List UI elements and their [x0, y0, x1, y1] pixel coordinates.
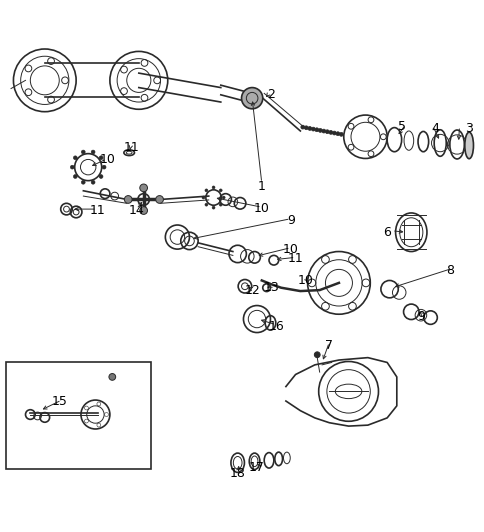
Circle shape	[339, 132, 343, 136]
Text: 9: 9	[416, 310, 424, 323]
Circle shape	[73, 174, 77, 178]
Circle shape	[139, 207, 147, 214]
Circle shape	[335, 132, 339, 136]
Circle shape	[219, 203, 222, 206]
Circle shape	[91, 180, 95, 184]
Circle shape	[304, 126, 307, 130]
Circle shape	[91, 150, 95, 154]
Circle shape	[205, 203, 208, 206]
Text: 10: 10	[253, 202, 269, 214]
Text: 11: 11	[123, 142, 139, 154]
Text: 4: 4	[431, 122, 439, 135]
Text: 10: 10	[282, 243, 298, 255]
Circle shape	[212, 206, 214, 209]
Circle shape	[81, 150, 85, 154]
Text: 8: 8	[445, 264, 453, 277]
Circle shape	[99, 174, 103, 178]
Text: 12: 12	[244, 284, 259, 297]
Text: 9: 9	[286, 214, 294, 227]
Circle shape	[300, 125, 304, 129]
Text: 2: 2	[267, 88, 275, 101]
Circle shape	[222, 196, 225, 199]
Text: 10: 10	[99, 153, 115, 167]
Circle shape	[109, 373, 116, 380]
Circle shape	[241, 88, 262, 109]
Circle shape	[99, 156, 103, 160]
Circle shape	[81, 180, 85, 184]
Circle shape	[314, 128, 318, 132]
Circle shape	[139, 184, 147, 192]
Text: 5: 5	[397, 120, 405, 132]
Circle shape	[307, 127, 311, 130]
Text: 1: 1	[257, 180, 265, 193]
Circle shape	[311, 127, 315, 131]
Bar	[6, 362, 151, 469]
Circle shape	[205, 189, 208, 192]
Circle shape	[155, 196, 163, 203]
Circle shape	[318, 129, 321, 132]
Text: 11: 11	[90, 204, 106, 217]
Text: 7: 7	[325, 339, 333, 352]
Text: 13: 13	[263, 281, 279, 294]
Circle shape	[321, 129, 325, 133]
Text: 14: 14	[128, 204, 144, 217]
Circle shape	[325, 130, 329, 134]
Circle shape	[219, 189, 222, 192]
Text: 11: 11	[287, 252, 303, 265]
Circle shape	[332, 131, 335, 135]
Text: 6: 6	[382, 226, 390, 239]
Circle shape	[314, 352, 319, 358]
Circle shape	[328, 130, 332, 134]
Text: 15: 15	[51, 395, 67, 408]
Text: 18: 18	[229, 467, 245, 480]
Text: 16: 16	[268, 320, 284, 333]
Text: 10: 10	[297, 274, 313, 287]
Circle shape	[73, 156, 77, 160]
Circle shape	[212, 186, 214, 189]
Text: 17: 17	[248, 461, 264, 474]
Circle shape	[102, 165, 106, 169]
Text: 3: 3	[464, 122, 472, 135]
Circle shape	[201, 196, 204, 199]
Circle shape	[124, 196, 132, 203]
Ellipse shape	[464, 132, 472, 159]
Circle shape	[70, 165, 74, 169]
